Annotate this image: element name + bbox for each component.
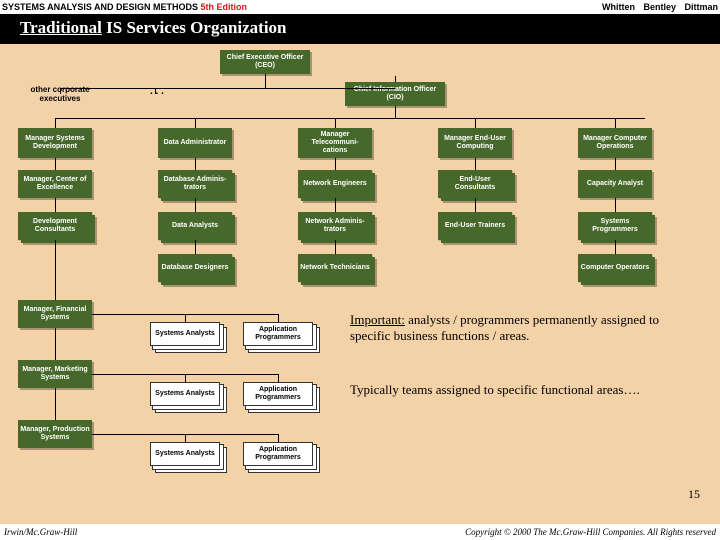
line <box>55 118 56 128</box>
author-1: Whitten <box>602 2 635 12</box>
node-mgr-prod: Manager, Production Systems <box>18 420 92 448</box>
line <box>185 374 186 382</box>
node-mgr-ops: Manager Computer Operations <box>578 128 652 158</box>
line <box>278 374 279 382</box>
line <box>195 158 196 170</box>
node-mgr-sys-dev: Manager Systems Development <box>18 128 92 158</box>
node-data-analysts: Data Analysts <box>158 212 232 240</box>
node-euc-cons: End-User Consultants <box>438 170 512 198</box>
node-sys-an3: Systems Analysts <box>150 442 220 466</box>
node-app-prog1: Application Programmers <box>243 322 313 346</box>
node-sys-prog: Systems Programmers <box>578 212 652 240</box>
node-data-admin: Data Administrator <box>158 128 232 158</box>
line <box>615 158 616 170</box>
node-ceo: Chief Executive Officer (CEO) <box>220 50 310 74</box>
line <box>278 434 279 442</box>
title-underlined: Traditional <box>20 18 102 37</box>
node-dev-cons: Development Consultants <box>18 212 92 240</box>
node-app-prog3: Application Programmers <box>243 442 313 466</box>
node-sys-an1: Systems Analysts <box>150 322 220 346</box>
title-rest: IS Services Organization <box>102 18 287 37</box>
line <box>615 240 616 254</box>
slide-number: 15 <box>688 487 700 502</box>
book-title-line: SYSTEMS ANALYSIS AND DESIGN METHODS 5th … <box>2 2 247 12</box>
node-net-admins: Network Adminis-trators <box>298 212 372 240</box>
footer-right: Copyright © 2000 The Mc.Graw-Hill Compan… <box>465 527 716 537</box>
line <box>335 118 336 128</box>
line <box>395 106 396 118</box>
node-net-techs: Network Technicians <box>298 254 372 282</box>
author-2: Bentley <box>643 2 676 12</box>
node-mgr-mkt: Manager, Marketing Systems <box>18 360 92 388</box>
book-header: SYSTEMS ANALYSIS AND DESIGN METHODS 5th … <box>0 0 720 14</box>
line <box>278 314 279 322</box>
line <box>395 76 396 82</box>
line <box>335 240 336 254</box>
line <box>475 198 476 212</box>
note-important: Important: analysts / programmers perman… <box>350 312 680 343</box>
node-sys-an2: Systems Analysts <box>150 382 220 406</box>
line <box>60 88 395 89</box>
line <box>195 198 196 212</box>
line <box>335 158 336 170</box>
author-3: Dittman <box>685 2 719 12</box>
book-title: SYSTEMS ANALYSIS AND DESIGN METHODS <box>2 2 198 12</box>
node-mgr-euc: Manager End-User Computing <box>438 128 512 158</box>
footer-left: Irwin/Mc.Graw-Hill <box>4 527 77 537</box>
node-db-admins: Database Adminis-trators <box>158 170 232 198</box>
footer: Irwin/Mc.Graw-Hill Copyright © 2000 The … <box>0 524 720 540</box>
line <box>55 240 56 300</box>
node-comp-ops: Computer Operators <box>578 254 652 282</box>
line <box>195 118 196 128</box>
node-mgr-fin: Manager, Financial Systems <box>18 300 92 328</box>
node-app-prog2: Application Programmers <box>243 382 313 406</box>
line <box>615 118 616 128</box>
line <box>155 88 156 94</box>
note-typically: Typically teams assigned to specific fun… <box>350 382 690 398</box>
slide-title: Traditional IS Services Organization <box>0 14 720 44</box>
line <box>185 434 186 442</box>
line <box>55 388 56 420</box>
node-mgr-telecom: Manager Telecommuni-cations <box>298 128 372 158</box>
line <box>185 314 186 322</box>
line <box>55 118 645 119</box>
line <box>60 88 61 94</box>
node-euc-trainers: End-User Trainers <box>438 212 512 240</box>
line <box>55 198 56 212</box>
node-cap-analyst: Capacity Analyst <box>578 170 652 198</box>
note1-underline: Important: <box>350 312 405 327</box>
node-cio: Chief Information Officer (CIO) <box>345 82 445 106</box>
org-chart: Chief Executive Officer (CEO) other corp… <box>0 44 720 524</box>
line <box>195 240 196 254</box>
line <box>615 198 616 212</box>
line <box>475 158 476 170</box>
line <box>55 328 56 360</box>
line <box>475 118 476 128</box>
authors: Whitten Bentley Dittman <box>596 2 718 12</box>
node-mgr-coe: Manager, Center of Excellence <box>18 170 92 198</box>
edition: 5th Edition <box>201 2 248 12</box>
line <box>265 74 266 88</box>
line <box>335 198 336 212</box>
node-db-designers: Database Designers <box>158 254 232 282</box>
line <box>55 158 56 170</box>
node-net-eng: Network Engineers <box>298 170 372 198</box>
